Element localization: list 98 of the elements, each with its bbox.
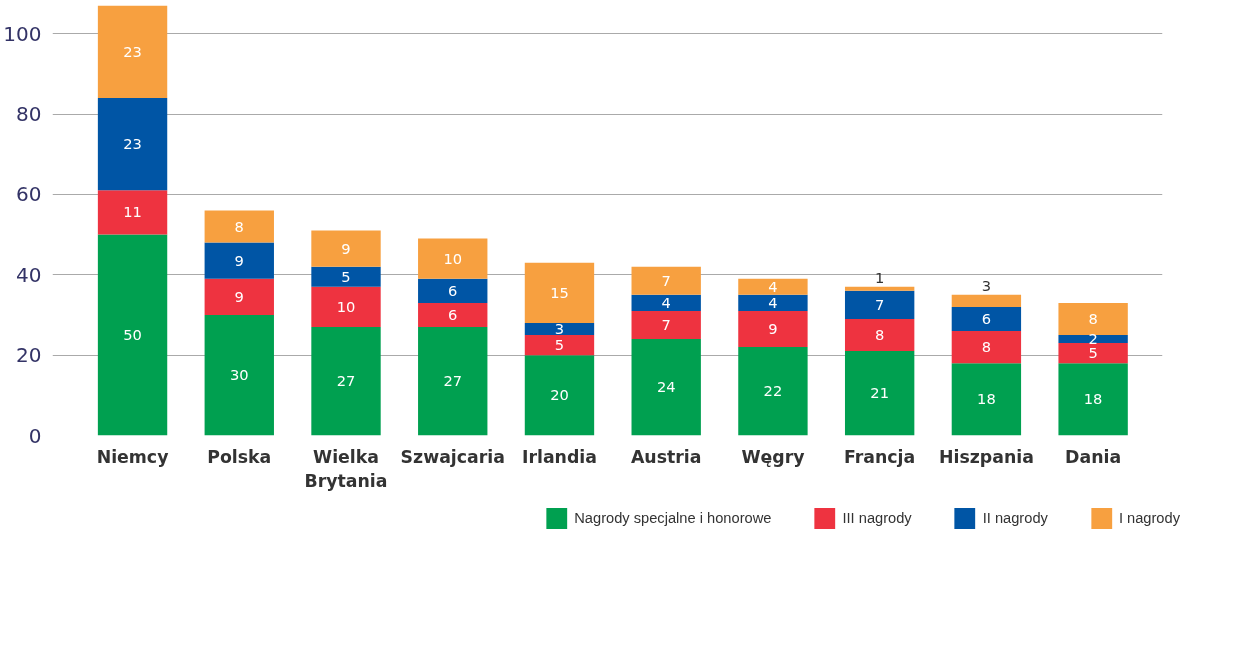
legend-label: I nagrody xyxy=(1118,510,1180,526)
bar xyxy=(418,238,488,279)
data-label: 22 xyxy=(763,382,783,400)
bar xyxy=(1058,343,1128,364)
bar xyxy=(97,190,168,235)
x-tick-label: Dania xyxy=(1065,446,1122,467)
legend-label: Nagrody specjalne i honorowe xyxy=(574,510,772,526)
y-tick-label: 100 xyxy=(3,21,42,46)
data-label: 9 xyxy=(234,287,244,305)
bar xyxy=(631,294,701,311)
bar xyxy=(951,306,1022,332)
bar xyxy=(951,294,1022,307)
x-tick-label: Irlandia xyxy=(521,446,597,467)
bar xyxy=(204,278,274,315)
x-tick-label: Szwajcaria xyxy=(400,446,505,467)
bar xyxy=(844,351,915,436)
data-label: 30 xyxy=(229,366,249,384)
data-label: 8 xyxy=(1088,309,1098,327)
bar xyxy=(97,97,168,191)
y-tick-label: 80 xyxy=(16,102,42,126)
x-tick-label: Wielka Brytania xyxy=(304,446,388,491)
legend-label: II nagrody xyxy=(982,510,1048,526)
data-label: 9 xyxy=(234,251,244,269)
data-label: 18 xyxy=(1083,390,1103,408)
bar xyxy=(738,294,808,311)
data-label: 4 xyxy=(768,277,778,295)
data-label: 18 xyxy=(977,390,996,408)
x-tick-label: Francja xyxy=(844,446,916,467)
bar xyxy=(844,318,915,352)
bar xyxy=(311,286,381,327)
data-label: 15 xyxy=(550,283,569,301)
x-tick-label: Hiszpania xyxy=(938,446,1034,467)
data-label: 50 xyxy=(123,326,142,344)
data-label: 24 xyxy=(656,378,676,396)
data-label: 8 xyxy=(981,338,992,356)
bar xyxy=(844,286,915,291)
bar xyxy=(951,363,1022,436)
data-label: 9 xyxy=(341,239,351,257)
data-label: 5 xyxy=(554,336,565,354)
y-tick-label: 40 xyxy=(16,262,42,287)
data-label: 6 xyxy=(448,305,458,323)
data-label: 7 xyxy=(661,315,671,333)
data-label: 10 xyxy=(336,297,356,315)
bar xyxy=(524,335,595,356)
bar xyxy=(311,230,381,267)
bar xyxy=(311,266,381,287)
bar xyxy=(1058,302,1128,336)
data-label: 4 xyxy=(661,293,671,311)
data-label: 7 xyxy=(661,271,671,289)
bar xyxy=(738,310,808,348)
data-label: 20 xyxy=(550,386,569,404)
bar xyxy=(738,278,808,295)
bar xyxy=(418,327,488,436)
x-tick-label: Polska xyxy=(207,446,272,467)
data-label: 8 xyxy=(234,217,244,235)
data-label: 23 xyxy=(123,42,142,60)
data-label: 21 xyxy=(870,384,889,402)
bar xyxy=(204,314,274,436)
data-label: 3 xyxy=(981,276,992,294)
data-label: 3 xyxy=(554,320,565,337)
bar xyxy=(631,310,701,340)
bar xyxy=(418,278,488,303)
bar xyxy=(524,355,595,436)
bar xyxy=(1058,363,1128,436)
y-tick-label: 0 xyxy=(28,423,42,448)
data-label: 9 xyxy=(768,320,778,337)
y-tick-label: 60 xyxy=(16,182,42,207)
data-label: 5 xyxy=(341,267,351,285)
bar xyxy=(311,327,381,436)
bar xyxy=(844,290,915,319)
bar xyxy=(631,266,701,295)
bar xyxy=(204,242,274,279)
legend-label: III nagrody xyxy=(842,510,912,526)
data-label: 6 xyxy=(448,281,458,299)
data-label: 10 xyxy=(443,249,463,267)
data-label: 27 xyxy=(336,372,356,390)
bar xyxy=(1058,335,1128,344)
bar xyxy=(631,339,701,436)
bar xyxy=(524,322,595,336)
data-label: 23 xyxy=(123,135,142,153)
data-label: 8 xyxy=(875,326,885,344)
bar xyxy=(204,210,274,243)
bar xyxy=(97,5,168,98)
bar xyxy=(97,234,168,436)
data-label: 4 xyxy=(768,293,778,311)
bar xyxy=(738,347,808,436)
x-tick-label: Węgry xyxy=(741,446,805,467)
data-label: 11 xyxy=(123,203,142,221)
x-tick-label: Austria xyxy=(630,446,702,467)
data-label: 6 xyxy=(981,309,992,327)
x-tick-label: Niemcy xyxy=(96,446,169,467)
bar xyxy=(418,302,488,327)
data-label: 27 xyxy=(443,372,463,390)
bar xyxy=(524,262,595,323)
y-tick-label: 20 xyxy=(16,343,42,368)
data-label: 1 xyxy=(875,268,885,286)
data-label: 7 xyxy=(875,295,885,313)
bar xyxy=(951,331,1022,364)
